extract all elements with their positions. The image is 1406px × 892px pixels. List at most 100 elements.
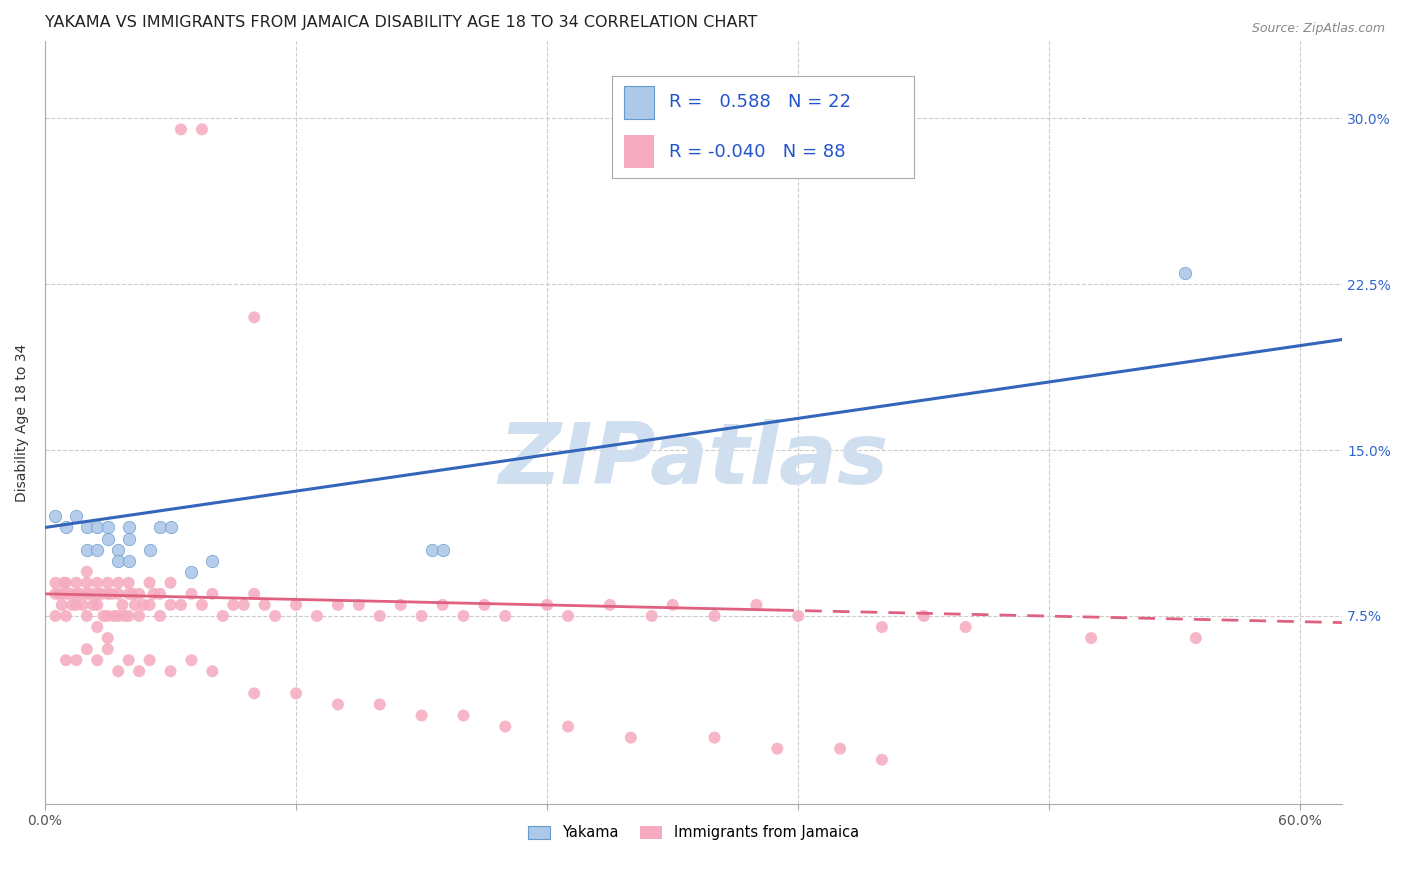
Point xyxy=(326,698,349,712)
Point xyxy=(55,587,77,601)
Point xyxy=(1174,266,1197,280)
Point xyxy=(55,575,77,590)
Point xyxy=(107,609,129,624)
Point xyxy=(326,598,349,612)
Point xyxy=(107,542,129,557)
Text: Source: ZipAtlas.com: Source: ZipAtlas.com xyxy=(1251,22,1385,36)
Point xyxy=(557,609,579,624)
Point xyxy=(159,575,181,590)
Point xyxy=(411,609,433,624)
Point xyxy=(55,520,77,534)
Point xyxy=(76,642,98,657)
Point xyxy=(118,532,141,546)
Point xyxy=(494,609,516,624)
Point xyxy=(494,720,516,734)
Point xyxy=(170,122,193,136)
Point xyxy=(170,598,193,612)
Point xyxy=(55,609,77,624)
Point xyxy=(222,598,245,612)
Point xyxy=(1184,631,1206,645)
Point xyxy=(620,731,643,745)
Point xyxy=(97,642,120,657)
Text: R = -0.040   N = 88: R = -0.040 N = 88 xyxy=(669,143,845,161)
Point xyxy=(191,122,214,136)
Point xyxy=(93,609,115,624)
Point xyxy=(118,575,141,590)
Point xyxy=(118,554,141,568)
Point xyxy=(432,542,454,557)
Point xyxy=(420,542,443,557)
Point xyxy=(830,741,852,756)
Point xyxy=(191,598,214,612)
Point xyxy=(44,575,66,590)
Point xyxy=(121,587,143,601)
Point xyxy=(389,598,412,612)
Point xyxy=(76,565,98,579)
Point xyxy=(80,587,103,601)
Point xyxy=(536,598,558,612)
Point xyxy=(128,665,150,679)
Legend: Yakama, Immigrants from Jamaica: Yakama, Immigrants from Jamaica xyxy=(523,820,865,847)
Point xyxy=(347,598,370,612)
Point xyxy=(201,587,224,601)
Point xyxy=(149,609,172,624)
Text: R =   0.588   N = 22: R = 0.588 N = 22 xyxy=(669,94,851,112)
Point xyxy=(101,587,124,601)
Point xyxy=(82,598,104,612)
Point xyxy=(107,587,129,601)
Point xyxy=(76,542,98,557)
Point xyxy=(243,686,266,700)
Point xyxy=(65,509,87,524)
Point xyxy=(264,609,287,624)
Point xyxy=(44,609,66,624)
Point xyxy=(787,609,810,624)
Point xyxy=(44,587,66,601)
Point xyxy=(703,609,725,624)
Point xyxy=(305,609,328,624)
Point xyxy=(201,554,224,568)
Point xyxy=(149,587,172,601)
Point xyxy=(138,653,160,667)
Point xyxy=(111,598,134,612)
Point xyxy=(149,520,172,534)
Point xyxy=(59,587,82,601)
Point xyxy=(411,708,433,723)
Point xyxy=(65,587,87,601)
Point xyxy=(138,598,160,612)
Point xyxy=(661,598,683,612)
Point xyxy=(60,598,83,612)
Point xyxy=(912,609,935,624)
Point xyxy=(52,575,75,590)
Point xyxy=(243,310,266,325)
Point xyxy=(557,720,579,734)
Point xyxy=(453,609,475,624)
Point xyxy=(243,587,266,601)
Point xyxy=(76,609,98,624)
Bar xyxy=(624,87,654,119)
Point xyxy=(766,741,789,756)
Point xyxy=(599,598,621,612)
Point xyxy=(138,575,160,590)
Point xyxy=(118,587,141,601)
Text: YAKAMA VS IMMIGRANTS FROM JAMAICA DISABILITY AGE 18 TO 34 CORRELATION CHART: YAKAMA VS IMMIGRANTS FROM JAMAICA DISABI… xyxy=(45,15,758,30)
Text: ZIPatlas: ZIPatlas xyxy=(499,419,889,502)
Point xyxy=(474,598,496,612)
Point xyxy=(76,575,98,590)
Point xyxy=(69,587,91,601)
Point xyxy=(65,598,87,612)
Point xyxy=(97,532,120,546)
Point xyxy=(86,587,108,601)
Point xyxy=(285,686,308,700)
Point xyxy=(132,598,155,612)
Point xyxy=(76,520,98,534)
Point xyxy=(48,587,70,601)
Point xyxy=(138,542,160,557)
Point xyxy=(51,598,73,612)
Point xyxy=(955,620,977,634)
Point xyxy=(368,698,391,712)
Point xyxy=(232,598,254,612)
Point xyxy=(180,587,202,601)
Point xyxy=(180,653,202,667)
Point xyxy=(118,520,141,534)
Point xyxy=(86,542,108,557)
